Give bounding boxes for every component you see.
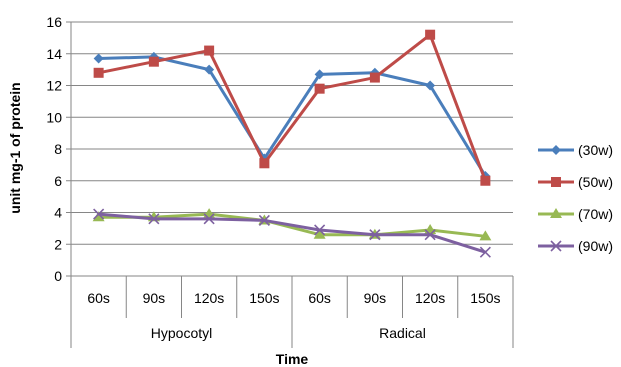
series-1 (93, 29, 491, 186)
x-tick-label: 150s (470, 290, 500, 306)
y-axis-title: unit mg-1 of protein (7, 82, 23, 213)
legend-label: (30w) (578, 142, 613, 158)
data-point (314, 83, 325, 94)
x-tick-label: 120s (415, 290, 445, 306)
group-label: Hypocotyl (151, 325, 212, 341)
series-line (98, 212, 486, 238)
group-label: Radical (379, 325, 426, 341)
y-tick-label: 16 (46, 14, 62, 30)
x-axis-title: Time (276, 351, 309, 367)
data-point (313, 228, 326, 239)
legend-marker (551, 145, 561, 155)
y-tick-label: 2 (54, 236, 62, 252)
data-point (480, 175, 491, 186)
data-point (369, 72, 380, 83)
data-point (314, 69, 325, 80)
series-0 (93, 51, 491, 181)
x-tick-label: 150s (249, 290, 279, 306)
legend-label: (50w) (578, 174, 613, 190)
x-tick-label: 90s (143, 290, 166, 306)
data-point (203, 213, 215, 225)
y-tick-label: 8 (54, 141, 62, 157)
legend-marker (550, 240, 562, 252)
data-point (204, 64, 215, 75)
data-point (258, 214, 270, 227)
data-point (369, 229, 381, 241)
y-tick-label: 14 (46, 46, 62, 62)
gridlines (71, 21, 513, 245)
series-line (98, 212, 486, 254)
x-tick-labels: 60s 90s 120s 150s 60s 90s 120s 150s (87, 290, 500, 306)
axes (66, 21, 514, 348)
legend-marker (550, 208, 562, 218)
data-point (93, 208, 105, 220)
data-point (93, 67, 104, 78)
data-point (425, 29, 436, 40)
series-lines (92, 29, 492, 258)
series-line (98, 33, 487, 182)
legend-label: (90w) (578, 238, 613, 254)
data-point (314, 224, 326, 236)
legend-marker (551, 177, 561, 187)
y-tick-label: 12 (46, 78, 62, 94)
x-tick-label: 60s (308, 290, 331, 306)
y-tick-label: 10 (46, 109, 62, 125)
y-tick-label: 6 (54, 173, 62, 189)
data-point (92, 211, 105, 222)
series-3 (93, 208, 491, 258)
data-point (479, 246, 491, 258)
series-line (98, 55, 487, 177)
legend: (30w) (50w) (70w) (90w) (538, 142, 613, 254)
legend-item: (30w) (538, 142, 613, 158)
x-tick-label: 60s (87, 290, 110, 306)
y-tick-label: 0 (54, 268, 62, 284)
data-point (204, 45, 215, 56)
x-group-labels: Hypocotyl Radical (151, 325, 426, 341)
data-point (259, 158, 270, 169)
data-point (148, 213, 160, 225)
data-point (424, 229, 436, 241)
legend-item: (90w) (538, 238, 613, 254)
legend-label: (70w) (578, 206, 613, 222)
data-point (479, 230, 492, 241)
x-tick-label: 120s (194, 290, 224, 306)
y-tick-label: 4 (54, 205, 62, 221)
data-point (425, 80, 436, 91)
y-tick-labels: 0 2 4 6 8 10 12 14 16 (46, 14, 62, 284)
legend-item: (50w) (538, 174, 613, 190)
x-tick-label: 90s (364, 290, 387, 306)
data-point (93, 53, 104, 64)
legend-item: (70w) (538, 206, 613, 222)
data-point (148, 56, 159, 67)
